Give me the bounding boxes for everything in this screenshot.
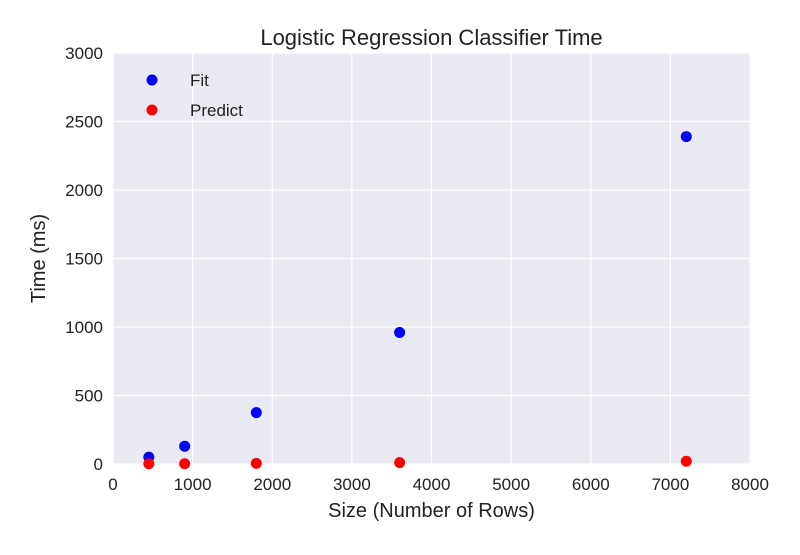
legend-label-predict: Predict	[190, 101, 243, 120]
x-tick-label: 0	[108, 475, 117, 494]
y-tick-label: 3000	[65, 44, 103, 63]
point-predict	[680, 455, 692, 467]
point-predict	[143, 458, 155, 470]
legend-label-fit: Fit	[190, 71, 209, 90]
y-tick-label: 1000	[65, 318, 103, 337]
point-predict	[394, 457, 406, 469]
legend-item-fit: Fit	[146, 71, 209, 90]
x-tick-label: 8000	[731, 475, 769, 494]
point-fit	[179, 440, 191, 452]
point-fit	[250, 407, 262, 419]
x-tick-label: 2000	[253, 475, 291, 494]
legend-item-predict: Predict	[146, 101, 243, 120]
y-tick-label: 2000	[65, 181, 103, 200]
x-tick-label: 4000	[413, 475, 451, 494]
grid-lines	[112, 52, 751, 465]
point-predict	[250, 457, 262, 469]
y-tick-label: 0	[94, 455, 103, 474]
x-tick-label: 7000	[651, 475, 689, 494]
legend-marker-fit	[146, 74, 158, 86]
point-fit	[680, 131, 692, 143]
x-tick-label: 5000	[492, 475, 530, 494]
x-axis-label: Size (Number of Rows)	[328, 500, 535, 522]
point-predict	[179, 458, 191, 470]
x-tick-label: 3000	[333, 475, 371, 494]
tick-labels: 0 1000 2000 3000 4000 5000 6000 7000 8000 0 500 100…	[65, 44, 769, 494]
x-tick-label: 1000	[174, 475, 212, 494]
chart-title: Logistic Regression Classifier Time	[260, 25, 602, 50]
y-tick-label: 2500	[65, 113, 103, 132]
y-tick-label: 1500	[65, 250, 103, 269]
y-tick-label: 500	[75, 387, 103, 406]
legend: Fit Predict	[146, 71, 243, 120]
legend-marker-predict	[146, 104, 158, 116]
data-points	[143, 131, 692, 470]
x-tick-label: 6000	[572, 475, 610, 494]
y-axis-label: Time (ms)	[28, 214, 50, 303]
point-fit	[394, 326, 406, 338]
